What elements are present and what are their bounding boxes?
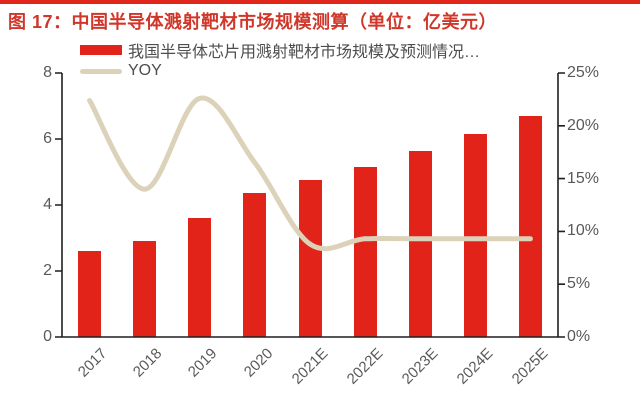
legend-item-market-size: 我国半导体芯片用溅射靶材市场规模及预测情况… xyxy=(80,40,481,61)
bar-2021E xyxy=(298,180,322,337)
bar-2024E xyxy=(463,134,487,337)
right-axis-tick-25: 25% xyxy=(567,64,600,81)
left-axis-tick-6: 6 xyxy=(43,130,52,147)
legend-label-market-size: 我国半导体芯片用溅射靶材市场规模及预测情况… xyxy=(128,44,481,61)
x-tick-2019: 2019 xyxy=(185,345,221,381)
right-axis-tick-0: 0% xyxy=(567,328,591,345)
x-tick-2025E: 2025E xyxy=(508,345,552,388)
right-axis-tick-15: 15% xyxy=(567,169,600,187)
right-axis-tick-10: 10% xyxy=(567,222,600,240)
top-red-rule xyxy=(0,0,640,4)
bar-2023E xyxy=(408,150,432,337)
x-tick-2021E: 2021E xyxy=(288,345,332,388)
x-tick-2022E: 2022E xyxy=(343,345,387,388)
right-axis-tick-20: 20% xyxy=(567,116,600,134)
bar-2020 xyxy=(243,193,267,337)
right-axis-tick-5: 5% xyxy=(567,275,591,293)
left-axis-tick-8: 8 xyxy=(43,64,52,81)
left-axis-tick-0: 0 xyxy=(43,328,52,345)
bar-2018 xyxy=(133,241,157,337)
x-tick-2024E: 2024E xyxy=(453,345,497,388)
legend-line-swatch xyxy=(80,68,122,74)
legend-bar-swatch xyxy=(80,45,122,55)
x-tick-2023E: 2023E xyxy=(398,345,442,388)
figure-title: 图 17：中国半导体溅射靶材市场规模测算（单位：亿美元） xyxy=(8,12,498,32)
x-tick-2018: 2018 xyxy=(130,345,166,381)
left-axis-tick-2: 2 xyxy=(43,262,52,279)
left-axis-tick-4: 4 xyxy=(43,196,52,213)
bar-2025E xyxy=(518,115,542,337)
x-tick-2020: 2020 xyxy=(240,345,276,381)
bar-2019 xyxy=(188,218,212,337)
bar-2022E xyxy=(353,167,377,337)
bar-2017 xyxy=(78,251,102,337)
x-tick-2017: 2017 xyxy=(74,345,111,381)
